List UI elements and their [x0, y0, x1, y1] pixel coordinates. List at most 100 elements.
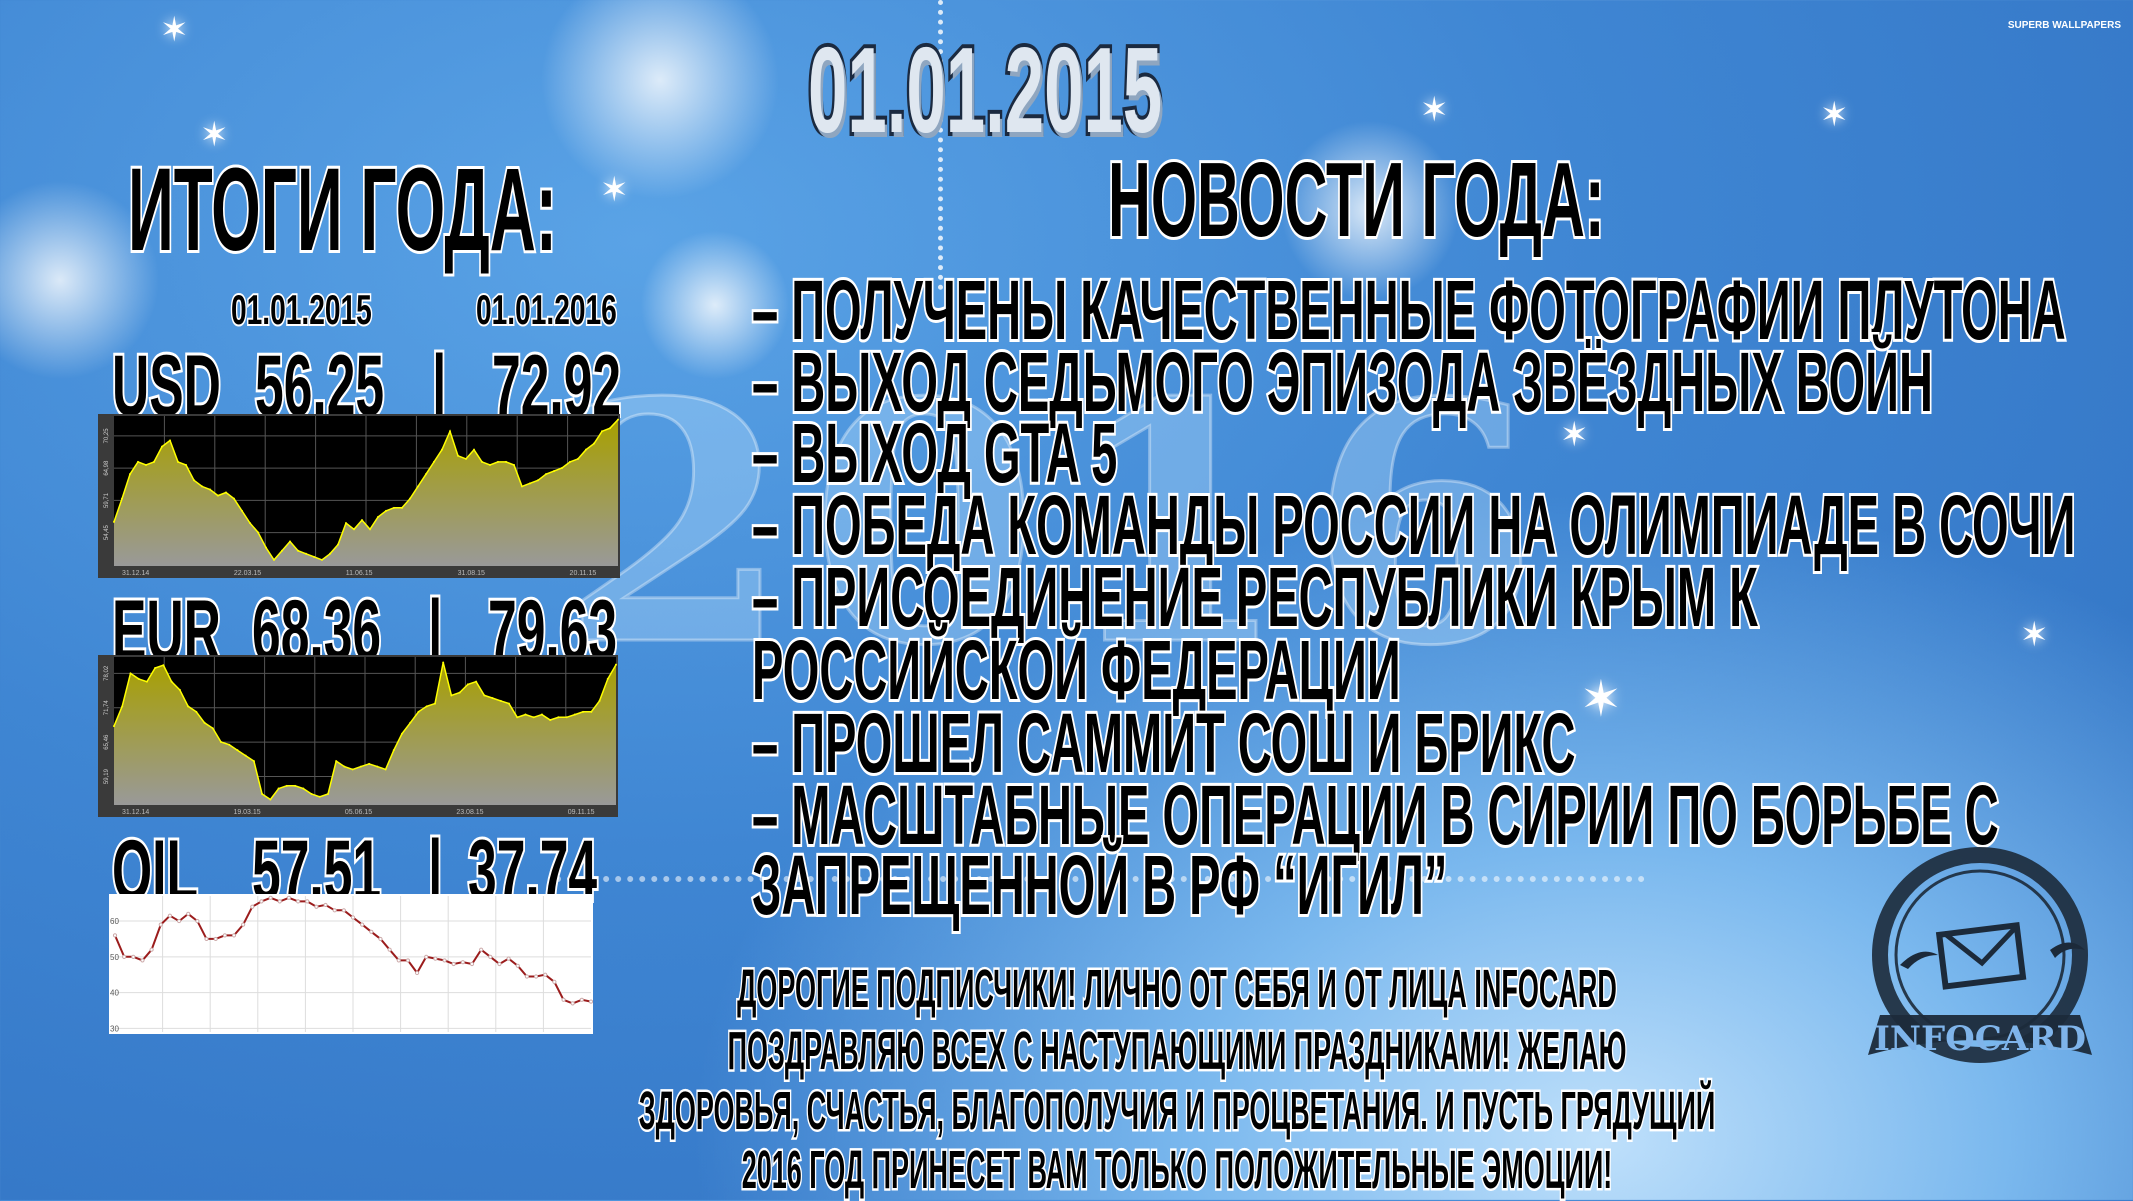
x-tick-label: 23.08.15 [456, 809, 483, 816]
data-point [473, 448, 475, 451]
column-date-start: 01.01.2015 [230, 284, 374, 335]
y-tick-label: 59,71 [104, 492, 110, 508]
column-date-end: 01.01.2016 [475, 284, 619, 335]
data-point [252, 760, 255, 763]
data-point [195, 710, 198, 713]
data-point [185, 463, 187, 466]
data-point [249, 522, 251, 525]
data-point [321, 558, 323, 561]
y-tick-label: 65,46 [104, 734, 110, 750]
data-point [392, 749, 395, 752]
data-point [326, 793, 329, 796]
data-point [524, 974, 530, 979]
data-point [521, 485, 523, 488]
data-point [532, 716, 535, 719]
data-point [145, 463, 147, 466]
data-point [609, 427, 611, 430]
data-point [193, 479, 195, 482]
data-point [466, 683, 469, 686]
news-item: – ВЫХОД GTA 5 [750, 403, 1119, 503]
data-point [158, 922, 163, 927]
data-point [162, 664, 165, 667]
data-point [233, 497, 235, 500]
data-point [569, 460, 571, 463]
data-point [565, 716, 568, 719]
data-point [369, 528, 371, 531]
data-point [449, 430, 451, 433]
news-item: – ВЫХОД СЕДЬМОГО ЭПИЗОДА ЗВЁЗДНЫХ ВОЙН [750, 332, 1934, 432]
data-point [203, 721, 206, 724]
x-tick-label: 20.11.15 [570, 570, 597, 577]
data-point [601, 430, 603, 433]
news-item: – ПОЛУЧЕНЫ КАЧЕСТВЕННЫЕ ФОТОГРАФИИ ПЛУТО… [750, 260, 2067, 360]
envelope-icon [1935, 921, 2027, 990]
message-line: ДОРОГИЕ ПОДПИСЧИКИ! ЛИЧНО ОТ СЕБЯ И ОТ Л… [736, 957, 1618, 1022]
data-point [457, 454, 459, 457]
data-point [305, 552, 307, 555]
data-point [451, 961, 456, 967]
data-point [508, 702, 511, 705]
logo-text: INFOCARD [1874, 1019, 2086, 1059]
data-point [313, 555, 315, 558]
data-point [359, 765, 362, 768]
data-point [460, 960, 465, 965]
data-point [302, 787, 305, 790]
data-point [505, 460, 507, 463]
data-point [169, 439, 171, 442]
data-point [483, 694, 486, 697]
data-point [201, 485, 203, 488]
data-point [606, 677, 609, 680]
data-point [351, 768, 354, 771]
data-point [409, 721, 412, 724]
data-point [122, 954, 127, 959]
data-point [387, 947, 392, 952]
data-point [343, 765, 346, 768]
data-point [113, 725, 115, 728]
usd-chart: 70,25 64,98 59,71 54,45 31.12.14 22.03.15 11.0… [98, 414, 620, 578]
y-tick-label: 30 [110, 1024, 119, 1033]
news-heading: НОВОСТИ ГОДА: [1106, 138, 1606, 262]
y-tick-label: 60 [110, 917, 119, 926]
news-item: РОССИЙСКОЙ ФЕДЕРАЦИИ [750, 620, 1402, 720]
data-point [537, 479, 539, 482]
data-point [497, 961, 502, 967]
data-point [161, 445, 163, 448]
data-point [329, 552, 331, 555]
data-point [414, 970, 420, 976]
title-date: 01.01.2015 [806, 18, 1165, 162]
data-point [186, 911, 191, 916]
data-point [598, 699, 601, 702]
star-icon: ✶ [1560, 416, 1589, 454]
data-point [268, 895, 273, 900]
data-point [265, 546, 267, 549]
data-point [516, 716, 519, 719]
data-point [204, 936, 209, 942]
data-point [513, 463, 515, 466]
data-point [499, 699, 502, 702]
data-point [145, 680, 148, 683]
data-point [281, 549, 283, 552]
data-point [425, 705, 428, 708]
data-point [377, 516, 379, 519]
star-icon: ✶ [1820, 96, 1849, 134]
data-point [187, 705, 190, 708]
data-point [129, 473, 131, 476]
background-year: 2016 [558, 329, 1559, 720]
news-item: – ПРИСОЕДИНЕНИЕ РЕСПУБЛИКИ КРЫМ К [750, 547, 1759, 647]
data-point [617, 418, 619, 421]
data-point [385, 509, 387, 512]
data-point [195, 918, 200, 924]
data-point [131, 954, 136, 959]
data-point [217, 494, 219, 497]
data-point [553, 470, 555, 473]
data-point [424, 954, 429, 959]
y-tick-label: 70,25 [104, 428, 110, 444]
data-point [369, 929, 374, 934]
data-point [540, 713, 543, 716]
star-icon: ✶ [160, 11, 189, 49]
data-point [244, 754, 247, 757]
data-point [376, 765, 379, 768]
data-point [573, 713, 576, 716]
data-point [593, 442, 595, 445]
x-tick-label: 09.11.15 [568, 809, 595, 816]
